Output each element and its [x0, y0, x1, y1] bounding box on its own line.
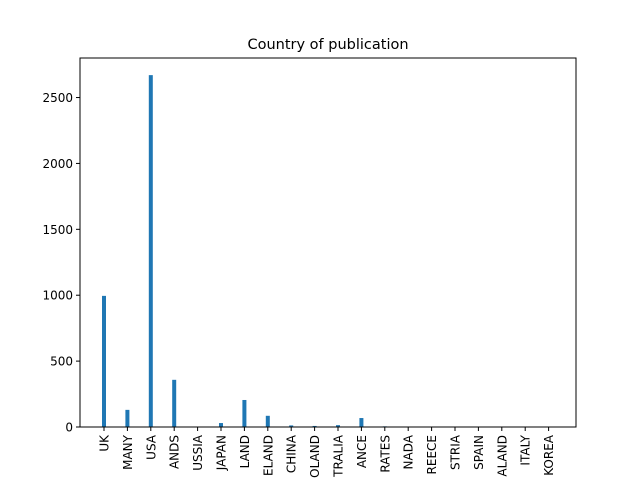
x-tick-label: USA	[144, 434, 158, 460]
bar-many	[125, 410, 129, 427]
bars-layer	[102, 75, 551, 427]
x-tick-label: UK	[98, 434, 112, 452]
x-tick-label: STRIA	[449, 434, 463, 470]
y-tick-label: 2500	[42, 91, 73, 105]
bar-ance	[359, 418, 363, 427]
bar-eland	[266, 416, 270, 427]
y-tick-label: 500	[50, 355, 73, 369]
x-tick-label: REECE	[425, 435, 439, 474]
y-tick-label: 1500	[42, 223, 73, 237]
y-tick-label: 1000	[42, 289, 73, 303]
bar-ands	[172, 380, 176, 427]
y-axis: 0 500 1000 1500 2000 2500	[42, 91, 80, 434]
x-tick-label: USSIA	[191, 434, 205, 471]
x-tick-label: CHINA	[285, 434, 299, 473]
x-tick-label: RATES	[378, 435, 392, 473]
bar-land	[242, 400, 246, 427]
y-tick-label: 2000	[42, 157, 73, 171]
x-tick-label: JAPAN	[215, 435, 229, 471]
x-tick-label: ITALY	[519, 434, 533, 465]
x-tick-label: ANCE	[355, 435, 369, 468]
x-tick-label: TRALIA	[332, 434, 346, 478]
x-tick-label: NADA	[402, 434, 416, 469]
x-tick-label: ALAND	[495, 435, 509, 477]
plot-frame	[80, 58, 576, 427]
x-tick-label: ANDS	[168, 435, 182, 469]
x-tick-label: LAND	[238, 435, 252, 468]
bar-usa	[149, 75, 153, 427]
x-axis: UK MANY USA ANDS USSIA JAPAN LAND ELAND CHINA OLA…	[98, 427, 557, 478]
y-tick-label: 0	[65, 421, 73, 435]
bar-uk	[102, 296, 106, 427]
x-tick-label: MANY	[121, 434, 135, 470]
x-tick-label: KOREA	[542, 434, 556, 476]
bar-japan	[219, 423, 223, 427]
chart-title: Country of publication	[247, 37, 408, 53]
x-tick-label: OLAND	[308, 435, 322, 478]
x-tick-label: SPAIN	[472, 435, 486, 470]
x-tick-label: ELAND	[261, 435, 275, 476]
